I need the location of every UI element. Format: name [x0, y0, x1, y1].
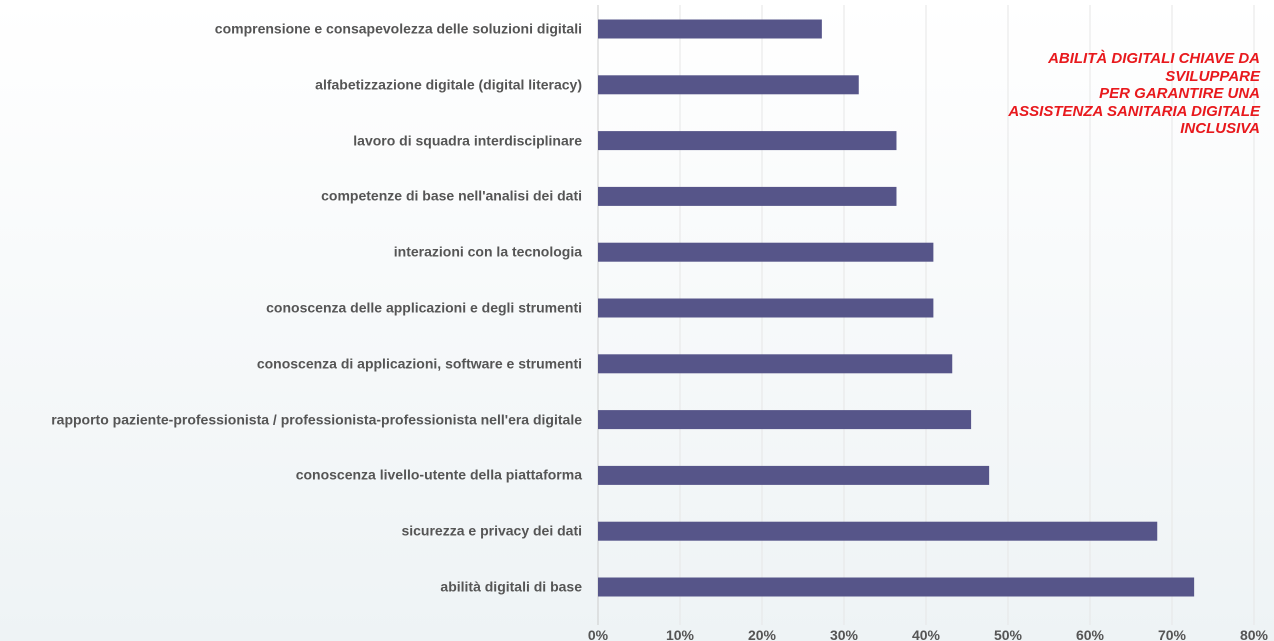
x-tick-label: 70%: [1158, 627, 1187, 641]
x-tick-label: 20%: [748, 627, 777, 641]
x-tick-label: 50%: [994, 627, 1023, 641]
bar: [598, 75, 859, 95]
x-tick-label: 0%: [588, 627, 609, 641]
y-tick-label: sicurezza e privacy dei dati: [401, 522, 582, 539]
y-tick-label: lavoro di squadra interdisciplinare: [353, 132, 582, 149]
x-tick-label: 40%: [912, 627, 941, 641]
y-tick-label: conoscenza delle applicazioni e degli st…: [266, 299, 582, 316]
bar: [598, 298, 934, 318]
y-tick-label: comprensione e consapevolezza delle solu…: [214, 20, 582, 37]
y-tick-label: alfabetizzazione digitale (digital liter…: [315, 76, 582, 93]
chart-title: ABILITÀ DIGITALI CHIAVE DA SVILUPPARE PER …: [1008, 50, 1260, 138]
bar: [598, 465, 990, 485]
x-tick-label: 60%: [1076, 627, 1105, 641]
x-tick-label: 30%: [830, 627, 859, 641]
bar: [598, 19, 822, 39]
title-line: INCLUSIVA: [1180, 120, 1260, 137]
y-tick-label: abilità digitali di base: [440, 578, 582, 595]
bar: [598, 242, 934, 262]
title-line: ABILITÀ DIGITALI CHIAVE DA: [1048, 50, 1260, 67]
x-tick-label: 80%: [1240, 627, 1269, 641]
bar: [598, 577, 1195, 597]
y-tick-label: conoscenza di applicazioni, software e s…: [256, 355, 582, 372]
title-line: PER GARANTIRE UNA: [1099, 85, 1260, 102]
bar: [598, 354, 953, 374]
bar: [598, 410, 972, 430]
title-line: ASSISTENZA SANITARIA DIGITALE: [1008, 102, 1260, 120]
x-tick-label: 10%: [666, 627, 695, 641]
y-tick-label: competenze di base nell'analisi dei dati: [321, 187, 582, 204]
y-tick-label: rapporto paziente-professionista / profe…: [51, 411, 582, 428]
y-tick-label: interazioni con la tecnologia: [393, 243, 582, 260]
y-tick-label: conoscenza livello-utente della piattafo…: [295, 466, 582, 483]
bar: [598, 186, 897, 206]
title-line: SVILUPPARE: [1165, 67, 1260, 85]
bar: [598, 521, 1158, 541]
bar: [598, 131, 897, 151]
